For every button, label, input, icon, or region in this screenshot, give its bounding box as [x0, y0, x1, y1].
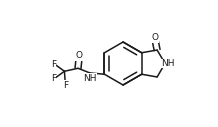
- Text: F: F: [51, 60, 56, 69]
- Text: O: O: [76, 51, 83, 60]
- Text: O: O: [151, 33, 158, 42]
- Text: NH: NH: [161, 59, 175, 68]
- Text: NH: NH: [83, 74, 97, 83]
- Text: F: F: [51, 74, 56, 83]
- Text: F: F: [63, 81, 68, 90]
